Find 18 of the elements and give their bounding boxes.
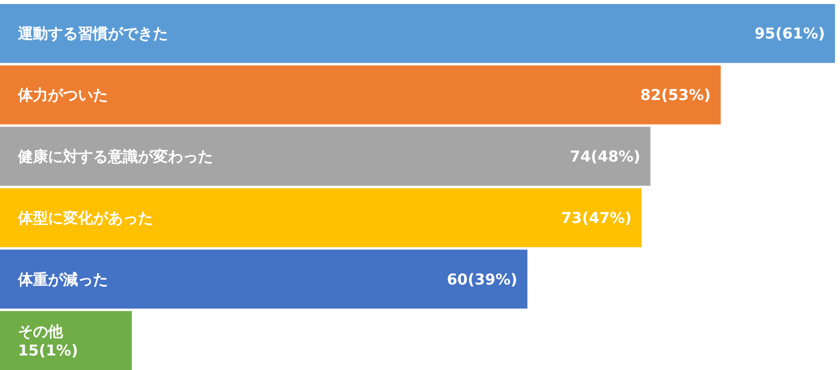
y-tick-label: 健康に対する意識が変わった [17, 148, 213, 166]
data-label: 15(1%) [18, 342, 78, 360]
y-tick-label: 運動する習慣ができた [17, 24, 168, 43]
bar [0, 4, 835, 63]
data-label: 60(39%) [446, 270, 518, 288]
bar [0, 250, 528, 309]
y-tick-label: 体力がついた [17, 86, 108, 104]
bar [0, 65, 721, 124]
data-label: 73(47%) [561, 208, 632, 227]
bar [0, 188, 642, 248]
data-label: 82(53%) [640, 86, 711, 104]
data-label: 95(61%) [754, 24, 825, 43]
y-tick-label: 体重が減った [17, 270, 108, 288]
y-tick-label: その他 [18, 322, 64, 341]
y-tick-label: 体型に変化があった [17, 208, 153, 227]
bar [0, 311, 132, 370]
bar [0, 126, 650, 186]
data-label: 74(48%) [570, 148, 640, 166]
